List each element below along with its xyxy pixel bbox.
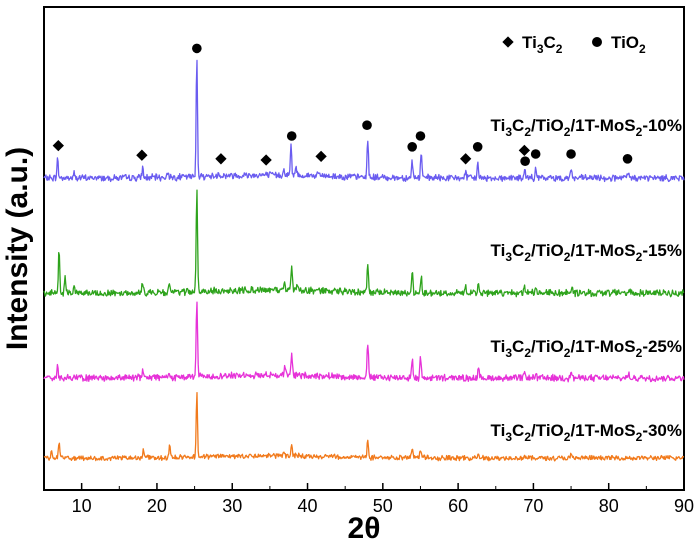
tio2-marker (415, 131, 426, 141)
x-tick-label: 90 (674, 496, 694, 516)
x-axis-title: 2θ (348, 512, 381, 545)
x-tick-label: 50 (373, 496, 393, 516)
ti3c2-marker (260, 154, 272, 166)
legend-circle-icon (592, 37, 602, 47)
tio2-marker (286, 131, 297, 141)
ti3c2-marker (215, 153, 227, 165)
tio2-marker (407, 142, 417, 152)
series-line-1 (43, 59, 685, 183)
tio2-marker (530, 149, 541, 159)
series-label-1: Ti3C2/TiO2/1T-MoS2-10% (491, 116, 682, 139)
legend: Ti3C2 TiO2 (502, 33, 646, 56)
legend-label-2: TiO2 (611, 33, 646, 56)
tio2-marker (192, 43, 202, 54)
series-label-4: Ti3C2/TiO2/1T-MoS2-30% (491, 421, 682, 444)
legend-label-1: Ti3C2 (522, 33, 563, 56)
tio2-marker (362, 120, 372, 130)
series-line-4 (43, 392, 685, 462)
ti3c2-marker (52, 139, 64, 152)
x-tick-label: 30 (222, 496, 242, 516)
series-line-2 (43, 189, 685, 298)
ti3c2-marker (315, 150, 327, 163)
x-tick-label: 80 (599, 496, 619, 516)
series-layer (43, 59, 685, 462)
plot-frame (43, 6, 685, 491)
tio2-marker (520, 156, 530, 166)
ti3c2-marker (459, 153, 472, 165)
x-tick-label: 70 (523, 496, 543, 516)
x-axis: 10 20 30 40 50 60 70 80 90 (43, 483, 694, 516)
y-axis-title: Intensity (a.u.) (1, 147, 34, 350)
tio2-marker (622, 154, 633, 164)
ti3c2-marker (136, 149, 148, 161)
tio2-marker (472, 142, 483, 152)
x-tick-label: 20 (147, 496, 167, 516)
series-label-2: Ti3C2/TiO2/1T-MoS2-15% (491, 241, 682, 264)
series-labels: Ti3C2/TiO2/1T-MoS2-10% Ti3C2/TiO2/1T-MoS2… (491, 116, 682, 444)
x-tick-label: 40 (298, 496, 318, 516)
tio2-marker (566, 149, 576, 159)
series-label-3: Ti3C2/TiO2/1T-MoS2-25% (491, 337, 682, 360)
plot-border (43, 6, 685, 491)
legend-diamond-icon (502, 36, 514, 48)
x-tick-label: 60 (448, 496, 468, 516)
marker-layer (52, 43, 633, 166)
series-line-3 (43, 301, 685, 383)
x-tick-label: 10 (72, 496, 92, 516)
ti3c2-marker (518, 144, 531, 157)
